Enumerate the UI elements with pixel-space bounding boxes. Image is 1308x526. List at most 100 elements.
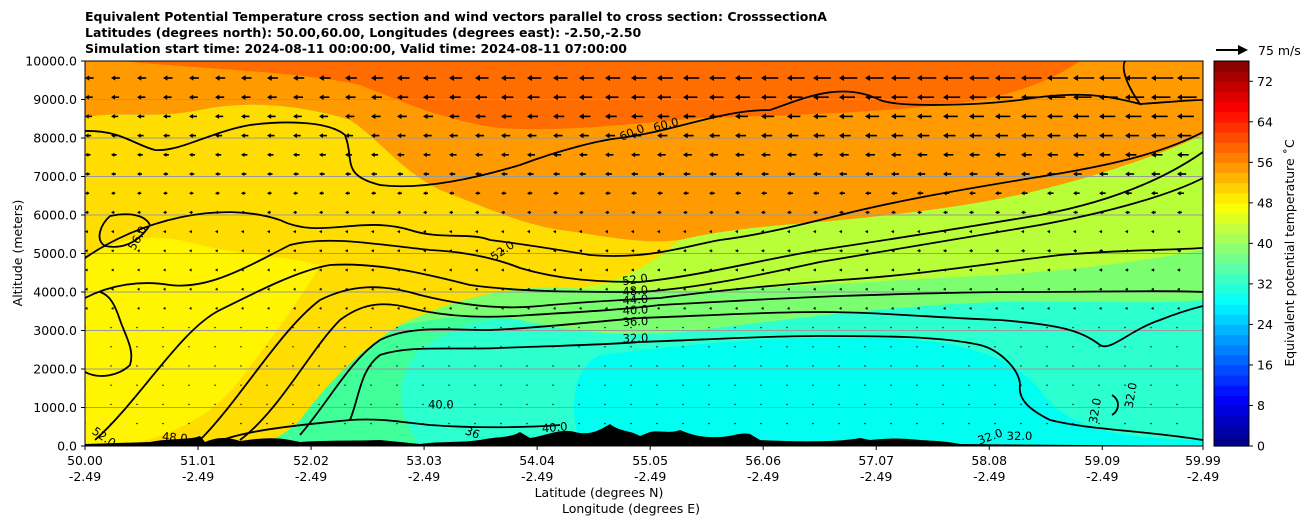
wind-arrow (189, 229, 193, 234)
colorbar-segment (1214, 212, 1249, 224)
wind-arrow (449, 249, 452, 253)
wind-arrow (916, 422, 918, 425)
wind-arrow (396, 326, 398, 329)
wind-arrow (839, 94, 856, 101)
title-line-2: Latitudes (degrees north): 50.00,60.00, … (85, 25, 642, 40)
wind-arrow (605, 287, 608, 291)
wind-arrow (1124, 326, 1126, 329)
wind-arrow (345, 306, 348, 310)
wind-arrow (85, 75, 94, 81)
wind-arrow (1072, 384, 1074, 386)
wind-arrow (553, 249, 557, 253)
wind-arrow (657, 249, 661, 253)
wind-arrow (761, 171, 769, 177)
wind-arrow (631, 152, 640, 158)
wind-arrow (683, 268, 686, 272)
wind-arrow (501, 249, 505, 253)
wind-arrow (604, 422, 606, 425)
wind-arrow (890, 326, 892, 329)
wind-arrow (318, 422, 320, 425)
wind-arrow (1046, 326, 1048, 329)
wind-arrow (735, 132, 746, 139)
wind-arrow (787, 94, 803, 101)
contour-label: 40.0 (541, 419, 568, 435)
wind-arrow (708, 384, 710, 386)
wind-arrow (917, 287, 920, 291)
x-tick-label-lat: 58.08 (971, 453, 1007, 468)
wind-arrow (579, 306, 582, 310)
wind-arrow (839, 132, 851, 139)
wind-arrow (734, 403, 736, 406)
wind-arrow (345, 171, 351, 177)
wind-arrow (396, 422, 398, 425)
wind-arrow (683, 132, 694, 139)
wind-arrow (917, 75, 937, 81)
wind-arrow (85, 114, 92, 119)
wind-arrow (917, 191, 924, 196)
wind-arrow (553, 191, 559, 196)
contour-low2 (85, 291, 133, 377)
wind-arrow (943, 249, 947, 253)
wind-arrow (994, 346, 996, 348)
wind-arrow (839, 171, 847, 177)
wind-arrow (423, 249, 426, 253)
wind-arrow (501, 268, 504, 272)
wind-arrow (917, 249, 921, 253)
wind-arrow (136, 384, 138, 386)
wind-arrow (163, 152, 169, 157)
wind-arrow (865, 229, 869, 234)
wind-arrow (735, 306, 738, 310)
wind-arrow (761, 113, 775, 120)
band-lime (560, 135, 1203, 291)
wind-arrow (267, 287, 270, 291)
wind-arrow (189, 287, 192, 291)
colorbar-segment (1214, 344, 1249, 356)
wind-arrow (786, 326, 788, 329)
y-tick-label: 5000.0 (33, 246, 77, 261)
wind-arrow (422, 422, 424, 425)
wind-arrow (1125, 132, 1139, 139)
wind-arrow (423, 113, 434, 120)
wind-arrow (683, 113, 696, 120)
wind-arrow (969, 113, 985, 120)
colorbar-segment (1214, 294, 1249, 305)
wind-arrow (552, 403, 554, 406)
wind-arrow (839, 210, 844, 215)
wind-arrow (683, 152, 692, 158)
wind-arrow (969, 287, 972, 291)
wind-arrow (683, 249, 687, 253)
y-tick-label: 8000.0 (33, 131, 77, 146)
wind-arrow (942, 384, 944, 386)
wind-arrow (578, 346, 580, 348)
wind-arrow (605, 113, 617, 120)
wind-arrow (942, 326, 944, 329)
wind-arrow (1177, 268, 1181, 272)
wind-arrow (163, 249, 166, 253)
wind-arrow (656, 384, 658, 386)
wind-arrow (1151, 306, 1154, 310)
wind-arrow (85, 172, 90, 176)
contour-label: 32.0 (1086, 397, 1104, 425)
wind-arrow (163, 287, 166, 291)
wind-arrow (370, 403, 372, 406)
wind-arrow (526, 384, 528, 386)
x-tick-label-lat: 52.02 (293, 453, 329, 468)
wind-arrow (891, 113, 906, 120)
wind-arrow (1177, 190, 1184, 196)
wind-arrow (215, 191, 220, 196)
wind-arrow (423, 287, 426, 291)
wind-arrow (293, 152, 300, 157)
wind-arrow (1072, 326, 1074, 329)
wind-arrow (241, 94, 251, 100)
wind-arrow (969, 229, 973, 234)
wind-arrow (604, 384, 606, 386)
wind-arrow (552, 422, 554, 425)
wind-arrow (968, 365, 970, 367)
wind-arrow (345, 229, 349, 234)
wind-arrow (631, 132, 642, 139)
wind-arrow (526, 422, 528, 425)
wind-arrow (1203, 249, 1207, 253)
wind-arrow (760, 346, 762, 348)
wind-arrow (1177, 171, 1187, 177)
wind-arrow (786, 365, 788, 367)
